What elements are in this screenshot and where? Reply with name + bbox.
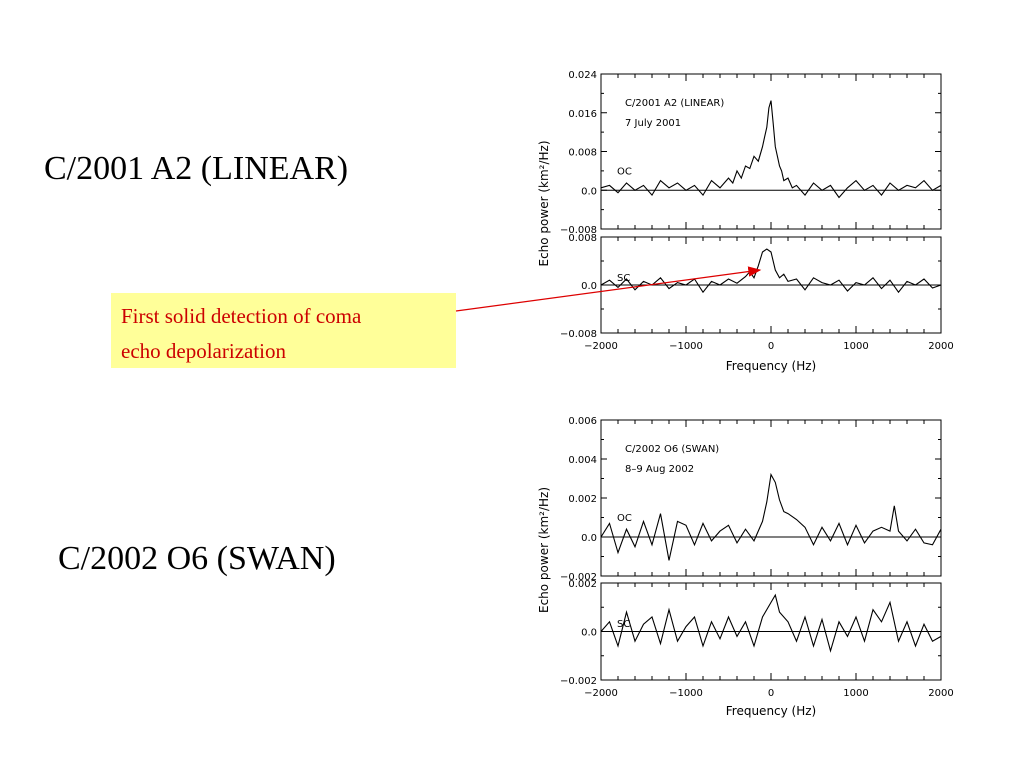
fig1-oc-ytick-label: 0.008	[568, 148, 597, 159]
fig2-oc-ytick-label: −0.002	[560, 572, 597, 583]
fig2-xtick-label: 2000	[928, 688, 953, 699]
fig1-xtick-label: 1000	[843, 341, 868, 352]
fig2-oc-trace	[600, 472, 942, 561]
fig1-title: C/2001 A2 (LINEAR)	[625, 98, 724, 109]
fig2-sc-polarization-label: SC	[617, 619, 630, 630]
fig1-sc-polarization-label: SC	[617, 273, 630, 284]
slide-heading-linear: C/2001 A2 (LINEAR)	[44, 150, 349, 187]
fig2-oc-ytick-label: 0.002	[568, 494, 597, 505]
fig1-xtick-label: 0	[768, 341, 774, 352]
fig2-xtick-label: 0	[768, 688, 774, 699]
callout-line-2: echo depolarization	[121, 339, 287, 363]
fig1-xtick-label: 2000	[928, 341, 953, 352]
fig2-title: C/2002 O6 (SWAN)	[625, 444, 719, 455]
fig1-oc-trace	[600, 100, 942, 199]
fig1-sc-ytick-label: −0.008	[560, 329, 597, 340]
fig1-xtick-label: −1000	[669, 341, 703, 352]
fig2-sc-ytick-label: 0.002	[568, 579, 597, 590]
fig1-sc-ytick-label: 0.008	[568, 233, 597, 244]
callout-line-1: First solid detection of coma	[121, 304, 362, 328]
fig2-xtick-label: −2000	[584, 688, 618, 699]
fig2-xtick-label: −1000	[669, 688, 703, 699]
fig2-oc-ytick-label: 0.004	[568, 455, 597, 466]
fig1-sc-ytick-label: 0.0	[581, 281, 597, 292]
callout-arrow	[455, 266, 762, 312]
fig1-oc-ytick-label: −0.008	[560, 225, 597, 236]
depolarization-callout: First solid detection of coma echo depol…	[111, 293, 456, 368]
fig2-ylabel: Echo power (km²/Hz)	[537, 487, 551, 613]
fig2-sc-trace	[600, 593, 942, 653]
fig1-sc-trace	[600, 248, 942, 294]
fig1-date: 7 July 2001	[625, 118, 681, 129]
fig1-oc-polarization-label: OC	[617, 166, 632, 177]
fig2-oc-ytick-label: 0.006	[568, 416, 597, 427]
fig1-ylabel: Echo power (km²/Hz)	[537, 140, 551, 266]
slide-heading-swan: C/2002 O6 (SWAN)	[58, 540, 336, 577]
fig2-sc-ytick-label: 0.0	[581, 628, 597, 639]
fig1-oc-ytick-label: 0.016	[568, 109, 597, 120]
fig2-xtick-label: 1000	[843, 688, 868, 699]
fig2-sc-ytick-label: −0.002	[560, 676, 597, 687]
fig1-xtick-label: −2000	[584, 341, 618, 352]
fig1-xlabel: Frequency (Hz)	[726, 359, 817, 373]
fig2-date: 8–9 Aug 2002	[625, 464, 694, 475]
fig1-oc-ytick-label: 0.0	[581, 186, 597, 197]
fig2-xlabel: Frequency (Hz)	[726, 704, 817, 718]
fig2-oc-ytick-label: 0.0	[581, 533, 597, 544]
fig2-oc-polarization-label: OC	[617, 513, 632, 524]
fig1-oc-ytick-label: 0.024	[568, 70, 597, 81]
